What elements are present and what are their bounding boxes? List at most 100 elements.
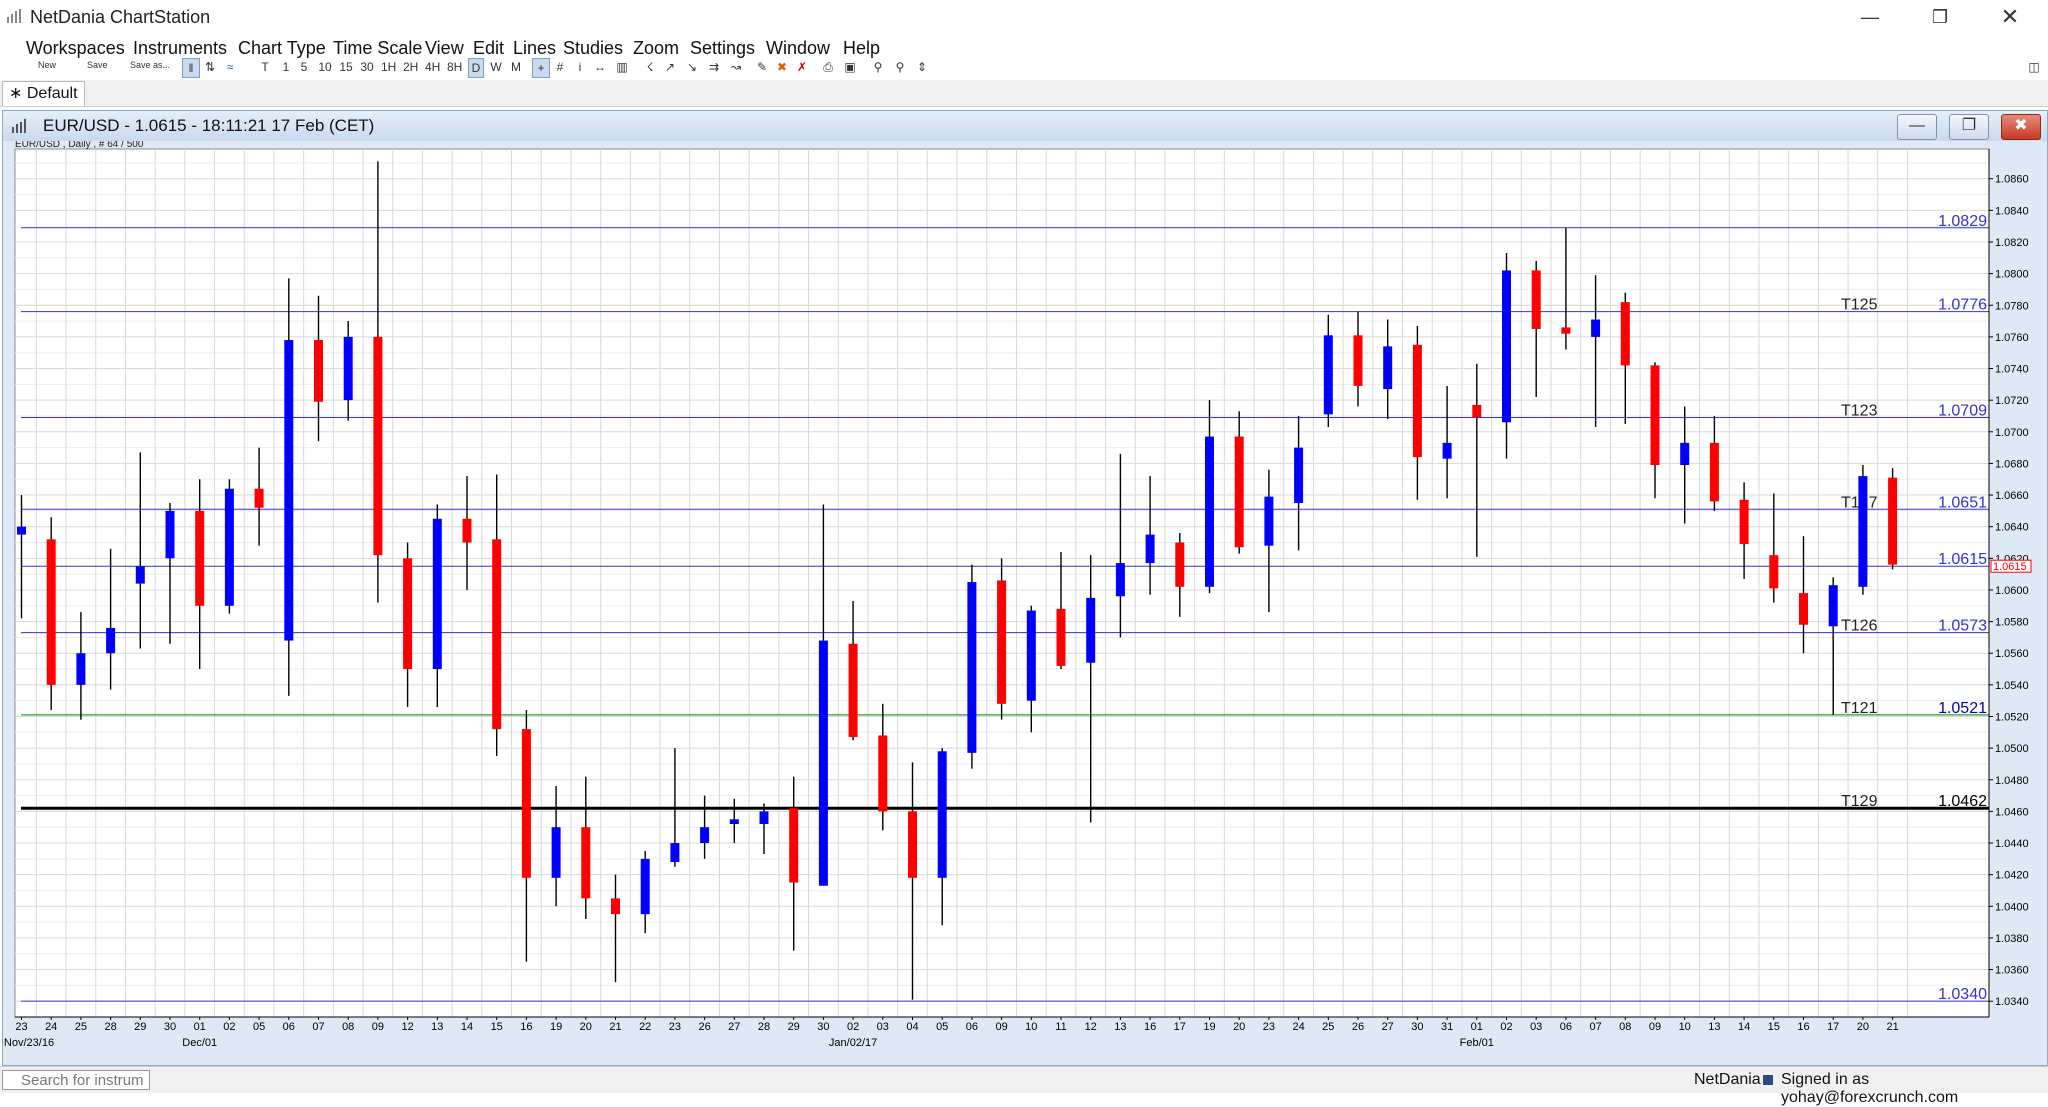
grid-icon[interactable]: #: [556, 60, 564, 74]
info-icon[interactable]: i: [578, 60, 582, 74]
zoom-out-icon[interactable]: ⚲: [895, 60, 905, 74]
arrows-icon[interactable]: ↔: [594, 60, 606, 74]
timescale-1[interactable]: 1: [282, 60, 290, 74]
timescale-5[interactable]: 5: [300, 60, 308, 74]
trendline-icon[interactable]: ↗: [664, 60, 676, 74]
volume-icon[interactable]: ▥: [616, 60, 628, 74]
timescale-m[interactable]: M: [511, 60, 521, 74]
menu-chart-type[interactable]: Chart Type: [238, 38, 326, 58]
menu-window[interactable]: Window: [766, 38, 831, 58]
restore-icon: ❐: [1961, 117, 1977, 134]
timescale-30[interactable]: 30: [360, 60, 374, 74]
x-tick-label: 10: [1679, 1021, 1691, 1033]
ray-line-icon[interactable]: ↘: [686, 60, 698, 74]
candle: [700, 795, 710, 859]
chart-minimize-button[interactable]: —: [1897, 114, 1937, 140]
candle: [1650, 362, 1660, 499]
minimize-window-button[interactable]: —: [1842, 0, 1898, 34]
candle-body: [1323, 335, 1333, 415]
channel-icon[interactable]: ⇉: [708, 60, 720, 74]
timescale-t[interactable]: T: [261, 60, 269, 74]
zoom-in-icon[interactable]: ⚲: [873, 60, 883, 74]
close-window-button[interactable]: ✕: [1982, 0, 2038, 34]
x-tick-label: 15: [491, 1021, 503, 1033]
x-tick-label: 29: [788, 1021, 800, 1033]
y-tick-label: 1.0700: [1995, 427, 2029, 439]
new-button[interactable]: New: [38, 60, 57, 70]
tab-default[interactable]: ∗ Default: [2, 81, 85, 106]
timescale-10[interactable]: 10: [318, 60, 332, 74]
chart-restore-button[interactable]: ❐: [1949, 114, 1989, 140]
fan-lines-icon[interactable]: ↝: [730, 60, 742, 74]
menu-zoom[interactable]: Zoom: [633, 38, 680, 58]
candle-body: [551, 827, 561, 878]
x-tick-label: 17: [1174, 1021, 1186, 1033]
y-tick-label: 1.0420: [1995, 870, 2029, 882]
delete-all-icon[interactable]: ✗: [796, 60, 808, 74]
candle-body: [997, 580, 1007, 704]
candle-body: [1650, 365, 1660, 466]
candle-body: [76, 653, 86, 685]
alert-bell-icon[interactable]: ☇: [646, 60, 654, 74]
timescale-4h[interactable]: 4H: [425, 60, 441, 74]
last-price-label: 1.0615: [1993, 561, 2027, 573]
x-tick-label: 09: [995, 1021, 1007, 1033]
delete-lines-icon[interactable]: ✖: [776, 60, 788, 74]
y-tick-label: 1.0440: [1995, 838, 2029, 850]
candle: [1205, 400, 1214, 594]
candle-body: [818, 640, 828, 886]
line-chart-icon[interactable]: ≈: [226, 60, 234, 74]
timescale-15[interactable]: 15: [339, 60, 353, 74]
candle: [254, 447, 264, 546]
menu-settings[interactable]: Settings: [690, 38, 756, 58]
candle: [17, 495, 26, 619]
candle-body: [967, 582, 977, 753]
y-tick-label: 1.0500: [1995, 743, 2029, 755]
menu-help[interactable]: Help: [843, 38, 881, 58]
menu-instruments[interactable]: Instruments: [133, 38, 228, 58]
menu-view[interactable]: View: [425, 38, 464, 58]
menu-studies[interactable]: Studies: [563, 38, 624, 58]
price-chart[interactable]: 1.08291.0776T1251.0709T1231.0651T1271.06…: [3, 141, 2047, 1065]
toolbar-overflow-icon[interactable]: ◫: [2028, 60, 2040, 74]
x-tick-label: 28: [104, 1021, 116, 1033]
timescale-1h[interactable]: 1H: [381, 60, 397, 74]
candle-body: [521, 729, 531, 878]
y-tick-label: 1.0660: [1995, 490, 2029, 502]
print-preview-icon[interactable]: ▣: [844, 60, 856, 74]
candle: [314, 295, 323, 442]
timescale-2h[interactable]: 2H: [403, 60, 419, 74]
menu-time-scale[interactable]: Time Scale: [333, 38, 423, 58]
save-button[interactable]: Save: [87, 60, 108, 70]
search-input[interactable]: Search for instrum: [2, 1070, 150, 1090]
menu-workspaces[interactable]: Workspaces: [26, 38, 125, 58]
candle: [1739, 482, 1749, 579]
pencil-icon[interactable]: ✎: [756, 60, 768, 74]
candle-body: [878, 735, 888, 812]
candle-body: [1739, 499, 1749, 545]
menu-edit[interactable]: Edit: [473, 38, 505, 58]
timescale-w[interactable]: W: [490, 60, 502, 74]
app-titlebar: NetDania ChartStation — ❐ ✕: [0, 0, 2048, 34]
level-tag-T125: T125: [1841, 297, 1878, 314]
level-label-1.0340: 1.0340: [1938, 986, 1987, 1003]
candlestick-chart-icon[interactable]: ‖: [182, 58, 200, 78]
chart-close-button[interactable]: ✖: [2001, 114, 2041, 140]
timescale-8h[interactable]: 8H: [447, 60, 463, 74]
ohlc-bar-chart-icon[interactable]: ⇅: [204, 60, 216, 74]
y-tick-label: 1.0720: [1995, 395, 2029, 407]
menu-lines[interactable]: Lines: [513, 38, 557, 58]
timescale-d[interactable]: D: [468, 58, 484, 78]
candle-body: [789, 808, 799, 883]
restore-window-button[interactable]: ❐: [1912, 0, 1968, 34]
zoom-fit-icon[interactable]: ⇕: [916, 60, 928, 74]
save-as-button[interactable]: Save as...: [130, 60, 171, 70]
candle-body: [1175, 542, 1185, 587]
x-tick-label: 09: [372, 1021, 384, 1033]
candle-body: [1502, 270, 1511, 423]
chart-window-title: EUR/USD - 1.0615 - 18:11:21 17 Feb (CET): [43, 116, 375, 135]
y-tick-label: 1.0780: [1995, 300, 2029, 312]
print-icon[interactable]: ⎙: [823, 60, 833, 74]
crosshair-icon[interactable]: +: [532, 58, 550, 78]
candle-body: [462, 518, 472, 543]
